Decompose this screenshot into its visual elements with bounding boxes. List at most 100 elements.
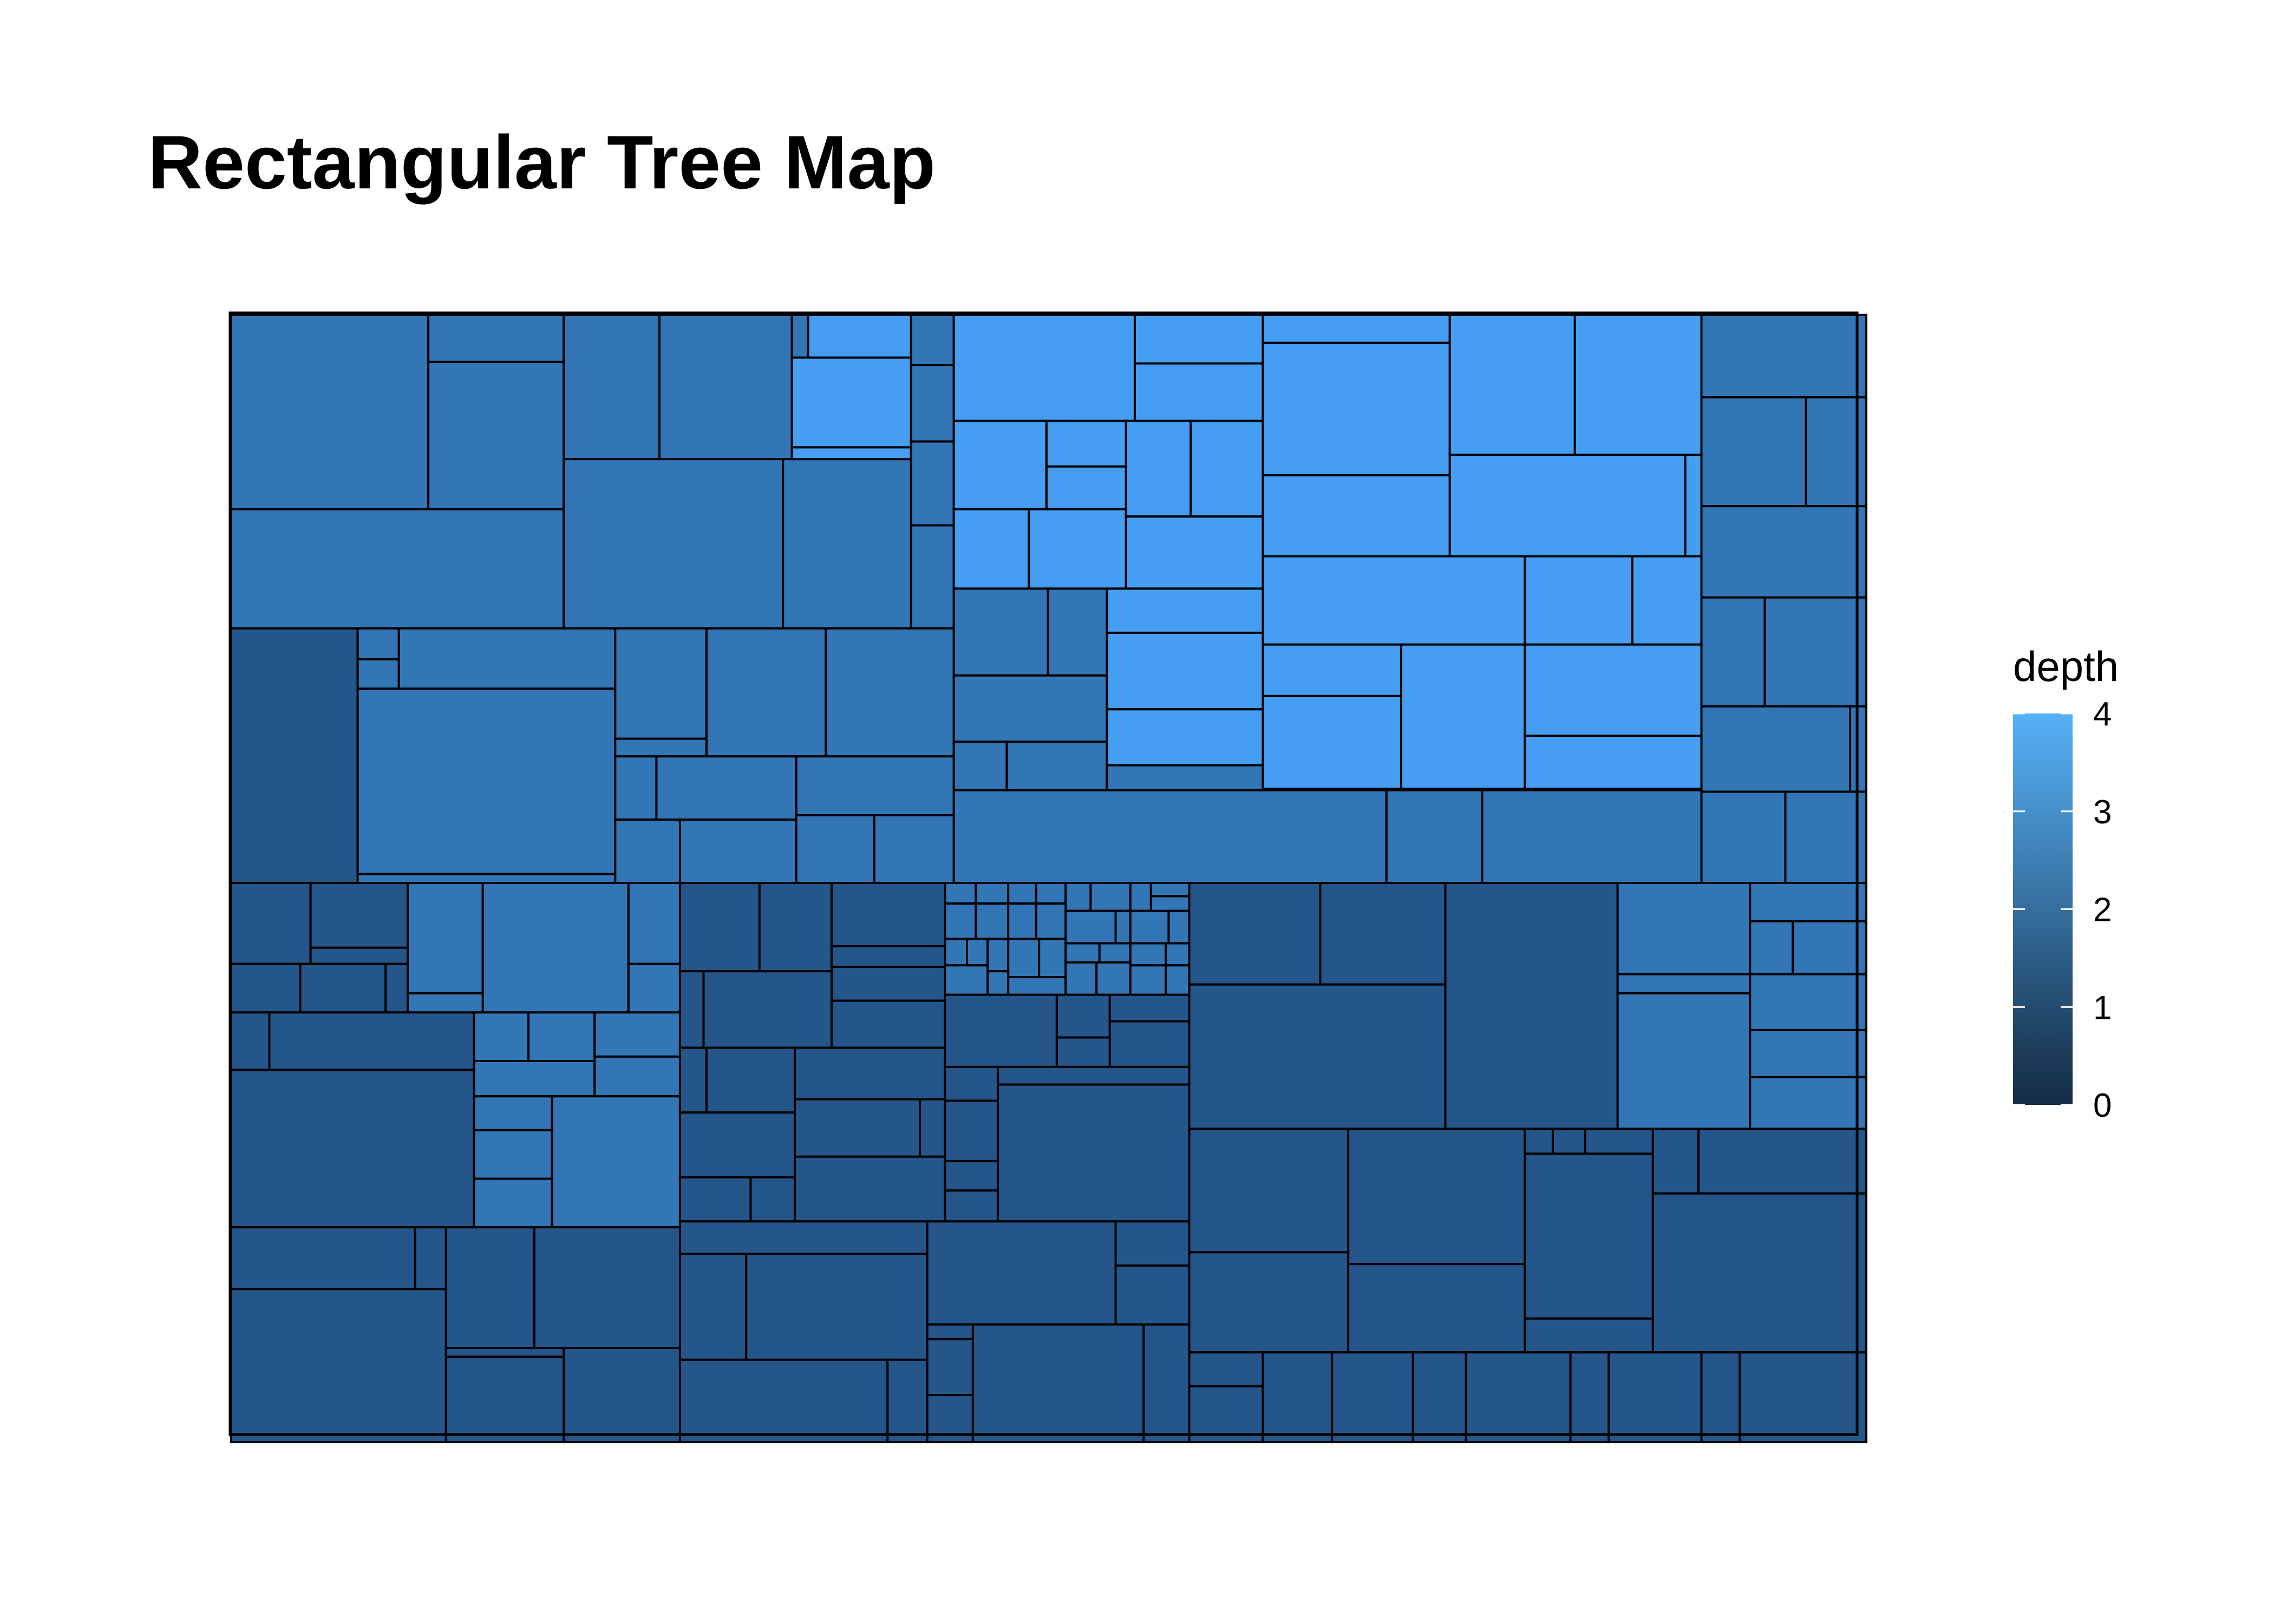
treemap-tile (1347, 1128, 1526, 1266)
treemap-tile (952, 508, 1030, 590)
treemap-tile (1524, 643, 1703, 737)
treemap-tile (563, 313, 661, 461)
treemap-tile (758, 882, 833, 973)
treemap-tile (910, 440, 955, 527)
treemap-tile (793, 1155, 946, 1223)
treemap-tile (1481, 789, 1703, 885)
treemap-tile (407, 992, 484, 1014)
treemap-tile (1149, 895, 1191, 912)
treemap-tile (1188, 1251, 1350, 1354)
treemap-tile (1400, 643, 1526, 790)
treemap-tile (1064, 942, 1101, 964)
treemap-tile (952, 313, 1136, 422)
legend-title: depth (2013, 643, 2119, 690)
treemap-tile (678, 970, 705, 1049)
treemap-tile (1114, 909, 1132, 945)
treemap-tile (1412, 1351, 1467, 1444)
treemap-tile (1319, 882, 1447, 986)
treemap-tile (1262, 313, 1451, 344)
treemap-tile (678, 1253, 748, 1361)
treemap-tile (1700, 313, 1867, 398)
treemap-border (228, 311, 1859, 1436)
treemap-tile (795, 814, 875, 885)
treemap-tile (793, 1046, 946, 1101)
treemap-tile (473, 1095, 553, 1131)
treemap-tile (1064, 882, 1092, 912)
treemap-tile (1262, 555, 1526, 646)
treemap-tile (1038, 938, 1067, 979)
treemap-tile (1700, 596, 1766, 708)
treemap-tile (1444, 882, 1619, 1130)
treemap-tile (614, 627, 708, 740)
treemap-tile (1616, 882, 1752, 975)
treemap-tile (230, 508, 565, 630)
treemap-tile (1106, 764, 1264, 791)
treemap-tile (627, 882, 681, 965)
treemap-tile (749, 1176, 796, 1223)
treemap-tile (1448, 454, 1687, 558)
treemap-tile (1697, 1128, 1867, 1195)
treemap-tile (975, 902, 1010, 940)
treemap-tile (1133, 313, 1264, 365)
treemap-tile (1700, 705, 1852, 793)
treemap-tile (1631, 555, 1703, 646)
treemap-tile (473, 1060, 596, 1098)
treemap-tile (1188, 1128, 1350, 1254)
treemap-tile (986, 938, 1010, 973)
treemap-tile (705, 1046, 796, 1114)
treemap-tile (356, 627, 400, 660)
treemap-tile (1035, 902, 1067, 940)
treemap-tile (1524, 735, 1703, 790)
treemap-tile (309, 946, 409, 965)
treemap-tile (1188, 882, 1322, 986)
treemap-tile (473, 1129, 553, 1180)
treemap-tile (1190, 420, 1264, 518)
treemap-tile (926, 1338, 974, 1397)
treemap-tile (1106, 631, 1264, 711)
treemap-tile (1465, 1351, 1572, 1444)
treemap-tile (1749, 973, 1867, 1031)
treemap-tile (593, 1011, 681, 1058)
treemap-tile (230, 962, 302, 1014)
treemap-tile (445, 1355, 565, 1444)
treemap-tile (1005, 741, 1108, 791)
treemap-tile (952, 789, 1388, 885)
treemap-tile (1165, 964, 1191, 996)
treemap-tile (1262, 474, 1451, 558)
treemap-tile (614, 737, 708, 758)
treemap-tile (1114, 1220, 1191, 1267)
treemap-tile (1749, 882, 1867, 922)
chart-title: Rectangular Tree Map (148, 120, 936, 205)
treemap-tile (1188, 1351, 1264, 1387)
treemap-tile (1007, 938, 1041, 979)
treemap-tile (971, 1323, 1145, 1444)
treemap-tile (1007, 902, 1037, 940)
treemap-tile (678, 1111, 796, 1178)
treemap-tile (1129, 882, 1152, 912)
treemap-tile (745, 1253, 929, 1361)
treemap-tile (886, 1358, 929, 1444)
treemap-tile (445, 1226, 535, 1350)
treemap-tile (1749, 1029, 1867, 1078)
treemap-tile (1524, 1152, 1654, 1320)
treemap-tile (825, 627, 955, 758)
treemap-tile (1108, 1020, 1191, 1068)
treemap-tile (944, 1065, 999, 1102)
treemap-tile (705, 627, 827, 758)
treemap-tile (533, 1226, 681, 1350)
treemap-tile (1331, 1351, 1414, 1444)
treemap-tile (1035, 882, 1067, 905)
treemap-tile (407, 882, 484, 994)
treemap-tile (1188, 983, 1447, 1130)
treemap-tile (1106, 587, 1264, 634)
treemap-tile (1616, 973, 1752, 994)
treemap-tile (563, 458, 785, 630)
treemap-tile (678, 818, 798, 885)
treemap-tile (1142, 1323, 1191, 1444)
treemap-tile (1616, 992, 1752, 1130)
treemap-tile (1700, 1351, 1741, 1444)
legend-tick-label: 1 (2093, 989, 2112, 1026)
treemap-tile (1125, 420, 1192, 518)
treemap-tile (910, 364, 955, 443)
